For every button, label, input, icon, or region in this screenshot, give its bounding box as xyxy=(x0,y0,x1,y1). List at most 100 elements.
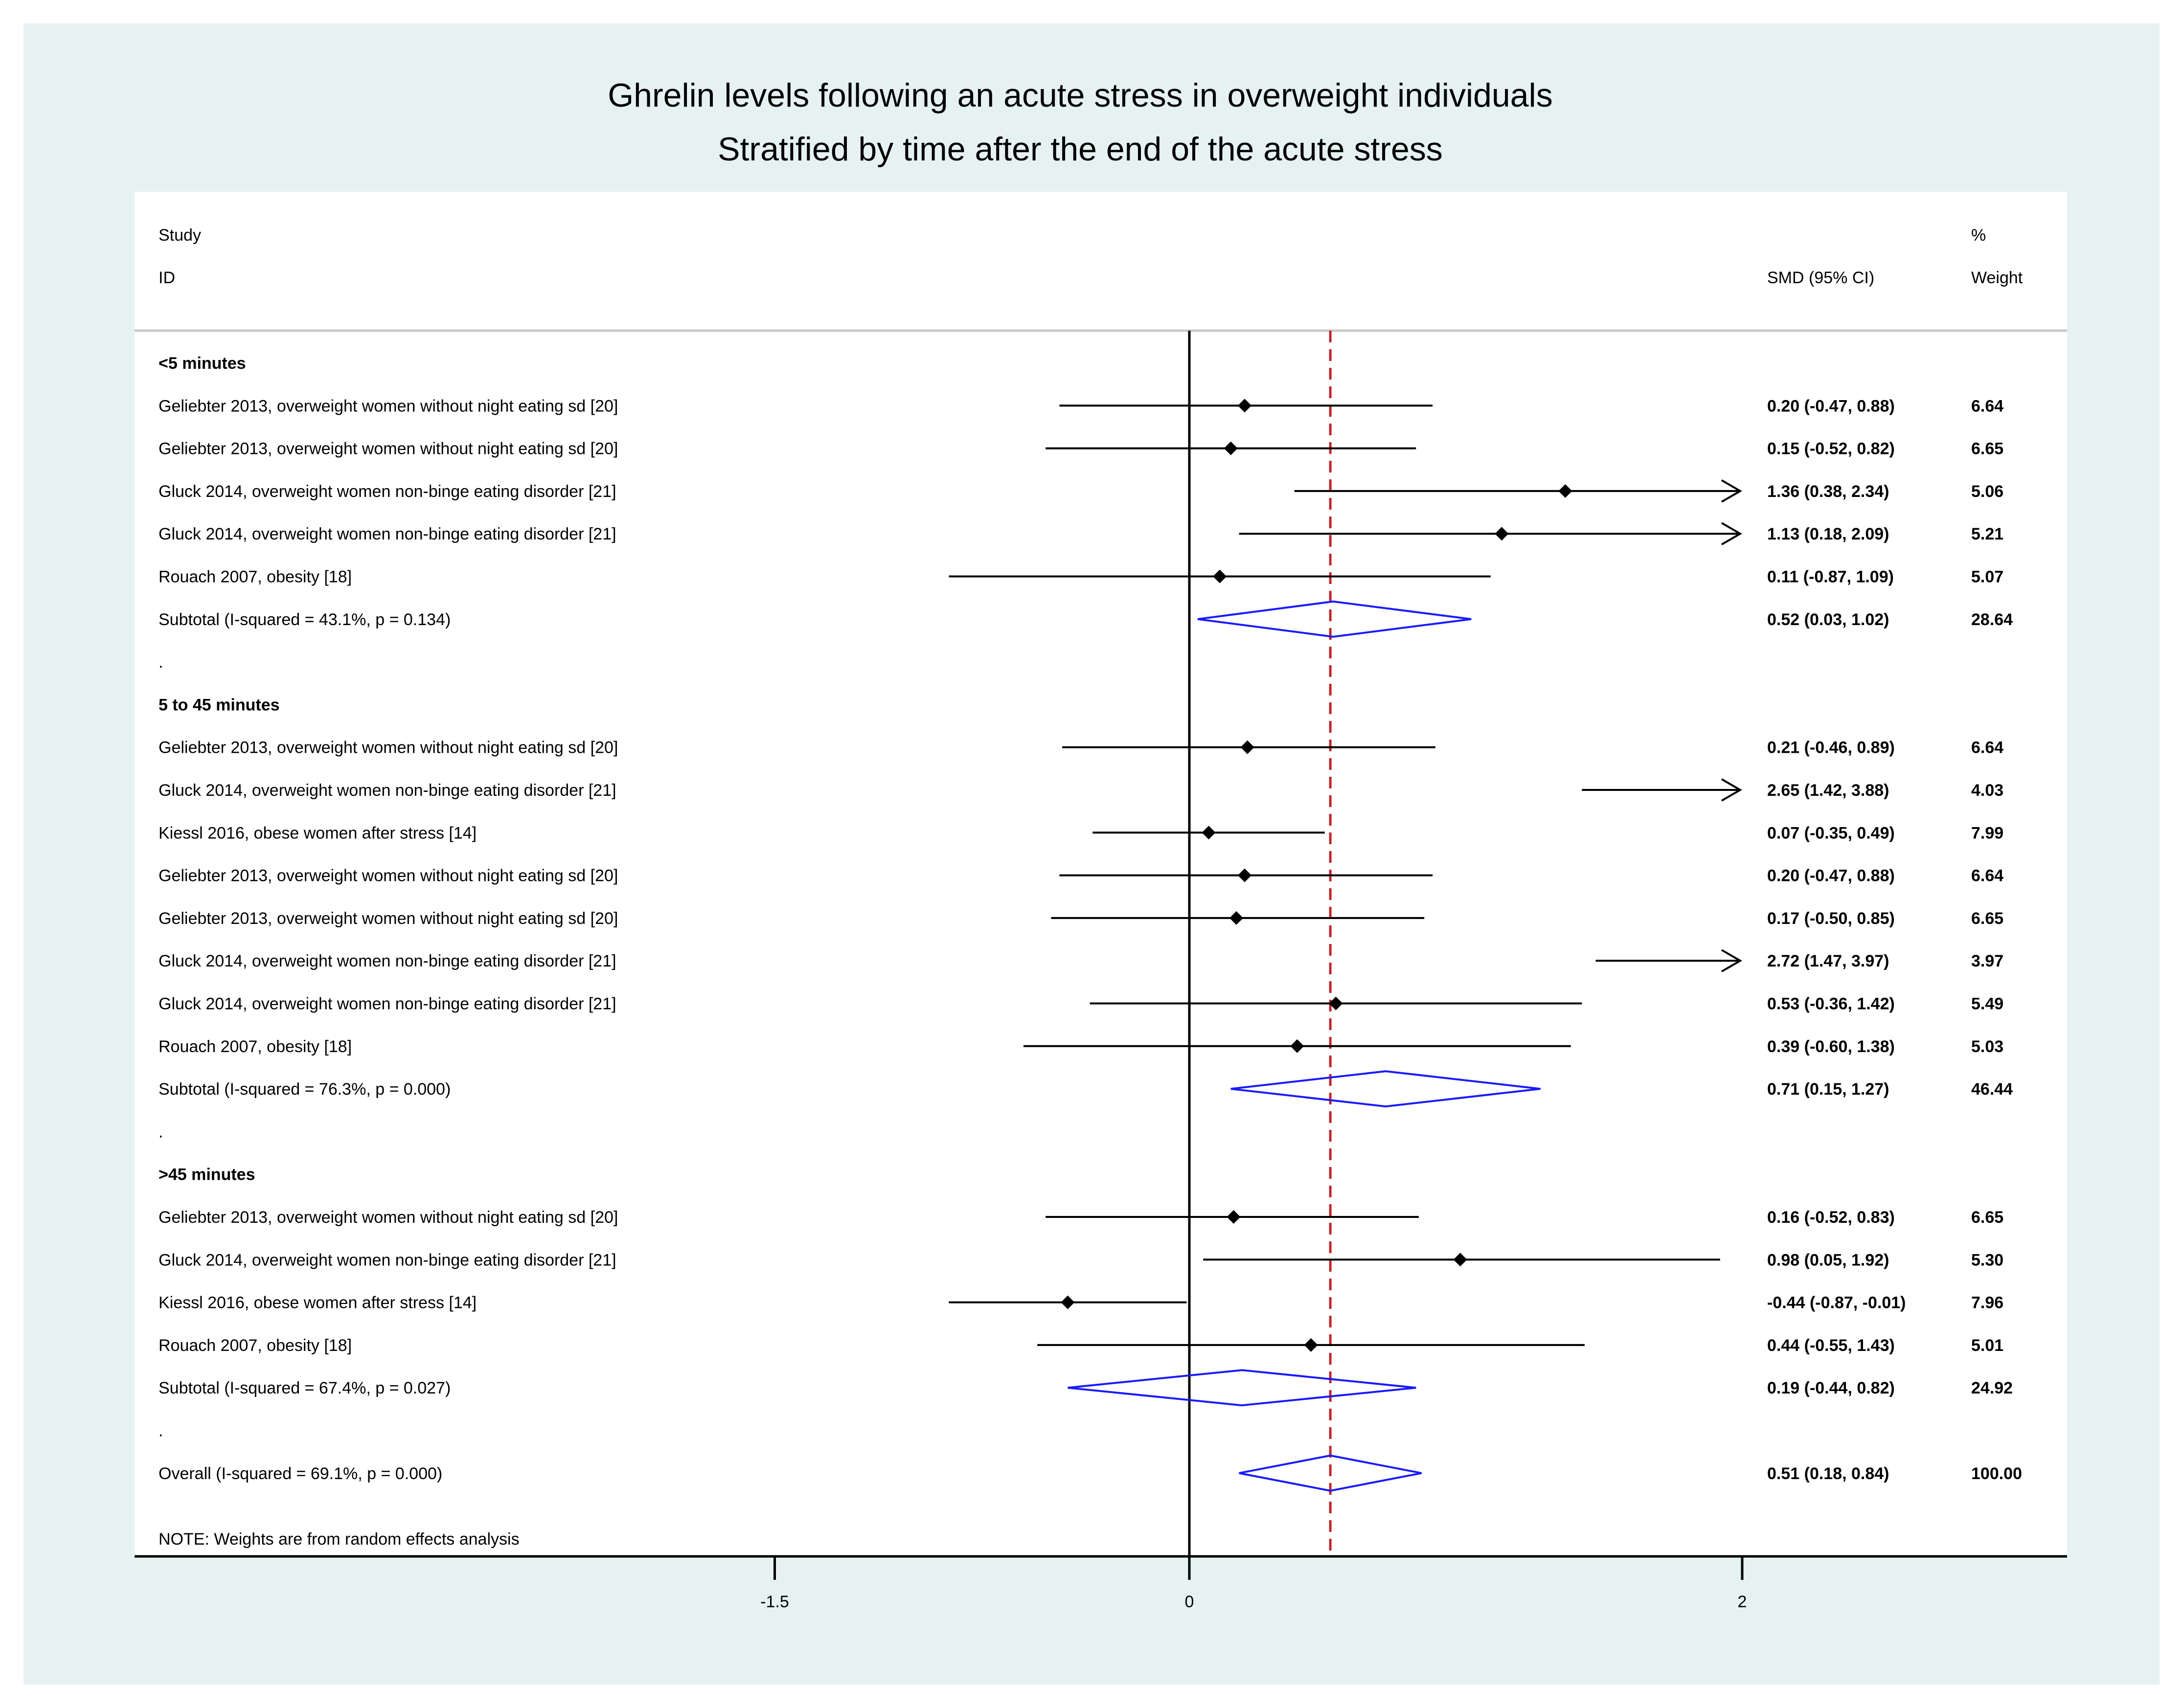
row-weight: 7.96 xyxy=(1971,1294,2003,1312)
row-weight: 5.07 xyxy=(1971,568,2003,586)
point-estimate-marker xyxy=(1061,1295,1075,1309)
row-label-group: >45 minutes xyxy=(159,1166,255,1184)
point-estimate-marker xyxy=(1238,399,1251,413)
header-study: Study xyxy=(159,226,201,245)
row-label-spacer: . xyxy=(159,1123,163,1141)
row-effect-ci: 0.53 (-0.36, 1.42) xyxy=(1767,995,1895,1013)
ci-truncation-arrow xyxy=(1721,522,1742,545)
subtotal-diamond xyxy=(1197,600,1472,638)
plot-panel xyxy=(135,192,2067,1556)
overall-diamond xyxy=(1239,1454,1422,1492)
row-weight: 5.03 xyxy=(1971,1037,2003,1056)
row-weight: 5.30 xyxy=(1971,1251,2003,1269)
row-effect-ci: 0.15 (-0.52, 0.82) xyxy=(1767,440,1895,458)
row-weight: 7.99 xyxy=(1971,824,2003,842)
row-weight: 28.64 xyxy=(1971,610,2013,629)
row-weight: 6.65 xyxy=(1971,909,2003,928)
point-estimate-marker xyxy=(1329,996,1343,1011)
row-label-study: Gluck 2014, overweight women non-binge e… xyxy=(159,1251,616,1269)
row-label-study: Geliebter 2013, overweight women without… xyxy=(159,867,618,885)
row-label-study: Kiessl 2016, obese women after stress [1… xyxy=(159,824,477,842)
row-effect-ci: 0.39 (-0.60, 1.38) xyxy=(1767,1037,1895,1056)
row-effect-ci: 0.52 (0.03, 1.02) xyxy=(1767,610,1889,629)
forest-plot: Ghrelin levels following an acute stress… xyxy=(135,77,2067,1611)
row-effect-ci: 0.44 (-0.55, 1.43) xyxy=(1767,1336,1895,1355)
row-label-subtotal: Subtotal (I-squared = 76.3%, p = 0.000) xyxy=(159,1080,451,1099)
row-effect-ci: 2.65 (1.42, 3.88) xyxy=(1767,781,1889,800)
ci-truncation-arrow xyxy=(1721,479,1742,503)
chart-title: Ghrelin levels following an acute stress… xyxy=(608,77,1552,114)
point-estimate-marker xyxy=(1229,911,1244,925)
row-effect-ci: -0.44 (-0.87, -0.01) xyxy=(1767,1294,1906,1312)
note-text: NOTE: Weights are from random effects an… xyxy=(159,1530,520,1549)
header-effect: SMD (95% CI) xyxy=(1767,269,1874,287)
row-label-overall: Overall (I-squared = 69.1%, p = 0.000) xyxy=(159,1464,442,1483)
row-effect-ci: 0.20 (-0.47, 0.88) xyxy=(1767,397,1895,415)
row-label-study: Geliebter 2013, overweight women without… xyxy=(159,1208,618,1227)
row-effect-ci: 0.17 (-0.50, 0.85) xyxy=(1767,909,1895,928)
row-label-spacer: . xyxy=(159,1422,163,1440)
subtotal-diamond xyxy=(1068,1369,1416,1407)
point-estimate-marker xyxy=(1495,527,1509,541)
point-estimate-marker xyxy=(1202,826,1216,840)
row-label-study: Rouach 2007, obesity [18] xyxy=(159,1037,352,1056)
row-label-subtotal: Subtotal (I-squared = 67.4%, p = 0.027) xyxy=(159,1379,451,1397)
row-weight: 5.06 xyxy=(1971,482,2003,501)
header-weight: Weight xyxy=(1971,269,2023,287)
row-label-spacer: . xyxy=(159,653,163,672)
row-weight: 24.92 xyxy=(1971,1379,2013,1397)
row-effect-ci: 2.72 (1.47, 3.97) xyxy=(1767,952,1889,970)
point-estimate-marker xyxy=(1453,1253,1467,1267)
row-effect-ci: 0.71 (0.15, 1.27) xyxy=(1767,1080,1889,1099)
row-weight: 100.00 xyxy=(1971,1464,2022,1483)
row-weight: 4.03 xyxy=(1971,781,2003,800)
row-effect-ci: 0.19 (-0.44, 0.82) xyxy=(1767,1379,1895,1397)
ci-truncation-arrow xyxy=(1721,778,1742,802)
row-effect-ci: 0.16 (-0.52, 0.83) xyxy=(1767,1208,1895,1227)
row-effect-ci: 1.36 (0.38, 2.34) xyxy=(1767,482,1889,501)
point-estimate-marker xyxy=(1304,1338,1318,1352)
row-label-group: 5 to 45 minutes xyxy=(159,696,280,714)
row-label-study: Kiessl 2016, obese women after stress [1… xyxy=(159,1294,477,1312)
row-label-study: Gluck 2014, overweight women non-binge e… xyxy=(159,525,616,543)
x-tick-label: 0 xyxy=(1185,1593,1194,1611)
row-effect-ci: 0.51 (0.18, 0.84) xyxy=(1767,1464,1889,1483)
row-effect-ci: 0.20 (-0.47, 0.88) xyxy=(1767,867,1895,885)
row-effect-ci: 0.11 (-0.87, 1.09) xyxy=(1767,568,1894,586)
point-estimate-marker xyxy=(1558,484,1572,498)
row-label-study: Rouach 2007, obesity [18] xyxy=(159,568,352,586)
row-effect-ci: 0.21 (-0.46, 0.89) xyxy=(1767,739,1895,757)
row-label-study: Gluck 2014, overweight women non-binge e… xyxy=(159,482,616,501)
row-label-study: Geliebter 2013, overweight women without… xyxy=(159,909,618,928)
row-weight: 46.44 xyxy=(1971,1080,2013,1099)
row-label-study: Geliebter 2013, overweight women without… xyxy=(159,739,618,757)
row-weight: 5.01 xyxy=(1971,1336,2003,1355)
point-estimate-marker xyxy=(1224,441,1238,455)
x-tick-label: 2 xyxy=(1738,1593,1747,1611)
chart-subtitle: Stratified by time after the end of the … xyxy=(718,131,1443,168)
figure-background: Ghrelin levels following an acute stress… xyxy=(23,23,2160,1685)
point-estimate-marker xyxy=(1240,740,1254,754)
row-weight: 3.97 xyxy=(1971,952,2003,970)
row-label-study: Geliebter 2013, overweight women without… xyxy=(159,440,618,458)
row-label-subtotal: Subtotal (I-squared = 43.1%, p = 0.134) xyxy=(159,610,451,629)
point-estimate-marker xyxy=(1290,1039,1304,1053)
row-label-group: <5 minutes xyxy=(159,354,246,373)
row-weight: 5.49 xyxy=(1971,995,2003,1013)
subtotal-diamond xyxy=(1230,1070,1541,1108)
row-label-study: Geliebter 2013, overweight women without… xyxy=(159,397,618,415)
ci-truncation-arrow xyxy=(1721,949,1742,972)
forest-rows: <5 minutes Geliebter 2013, overweight wom… xyxy=(159,331,2022,1556)
point-estimate-marker xyxy=(1213,569,1227,584)
row-weight: 6.64 xyxy=(1971,867,2003,885)
row-label-study: Rouach 2007, obesity [18] xyxy=(159,1336,352,1355)
row-weight: 6.65 xyxy=(1971,1208,2003,1227)
row-weight: 6.64 xyxy=(1971,739,2003,757)
point-estimate-marker xyxy=(1238,868,1251,882)
row-effect-ci: 0.98 (0.05, 1.92) xyxy=(1767,1251,1889,1269)
row-effect-ci: 0.07 (-0.35, 0.49) xyxy=(1767,824,1895,842)
x-axis: -1.5 0 2 xyxy=(135,1555,2067,1611)
row-weight: 6.65 xyxy=(1971,440,2003,458)
row-weight: 6.64 xyxy=(1971,397,2003,415)
row-effect-ci: 1.13 (0.18, 2.09) xyxy=(1767,525,1889,543)
